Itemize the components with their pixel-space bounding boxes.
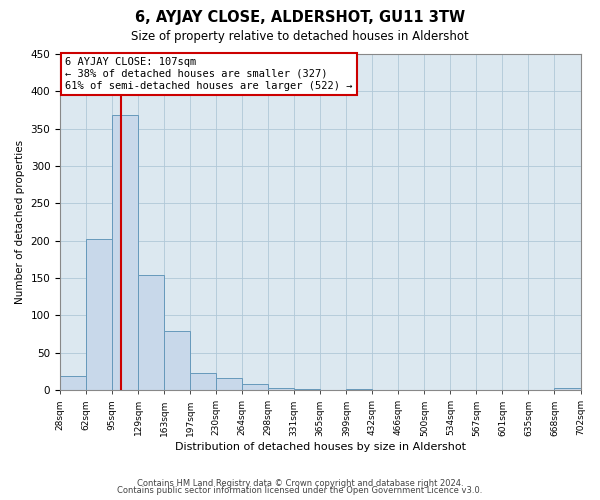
X-axis label: Distribution of detached houses by size in Aldershot: Distribution of detached houses by size … bbox=[175, 442, 466, 452]
Text: Contains HM Land Registry data © Crown copyright and database right 2024.: Contains HM Land Registry data © Crown c… bbox=[137, 478, 463, 488]
Text: Contains public sector information licensed under the Open Government Licence v3: Contains public sector information licen… bbox=[118, 486, 482, 495]
Bar bbox=[216, 378, 242, 390]
Bar bbox=[190, 373, 216, 390]
Bar bbox=[138, 275, 164, 390]
Bar bbox=[242, 384, 268, 390]
Text: 6 AYJAY CLOSE: 107sqm
← 38% of detached houses are smaller (327)
61% of semi-det: 6 AYJAY CLOSE: 107sqm ← 38% of detached … bbox=[65, 58, 353, 90]
Bar bbox=[60, 376, 86, 390]
Bar bbox=[164, 331, 190, 390]
Text: Size of property relative to detached houses in Aldershot: Size of property relative to detached ho… bbox=[131, 30, 469, 43]
Bar bbox=[86, 238, 112, 390]
Bar bbox=[112, 114, 138, 390]
Y-axis label: Number of detached properties: Number of detached properties bbox=[15, 140, 25, 304]
Text: 6, AYJAY CLOSE, ALDERSHOT, GU11 3TW: 6, AYJAY CLOSE, ALDERSHOT, GU11 3TW bbox=[135, 10, 465, 25]
Bar bbox=[554, 388, 581, 390]
Bar bbox=[268, 388, 294, 390]
